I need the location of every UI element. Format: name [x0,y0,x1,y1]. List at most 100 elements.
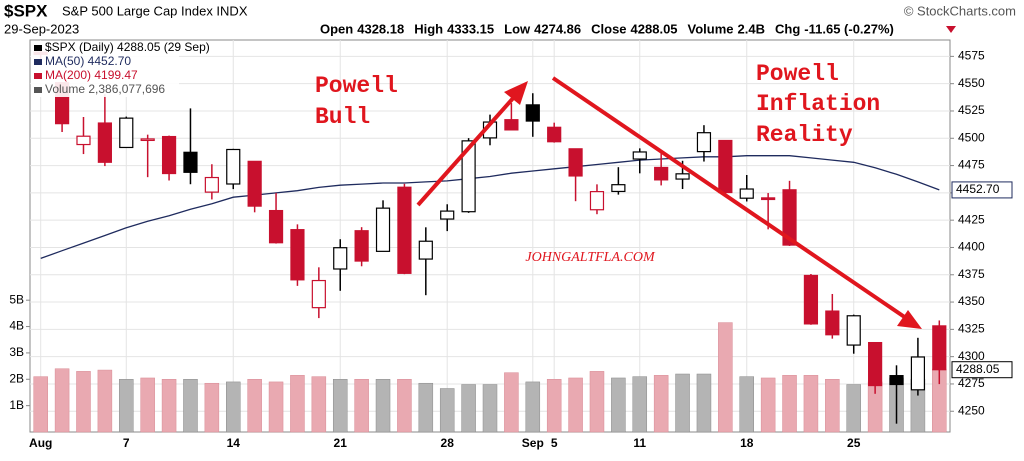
y-tick-label: 4425 [958,212,985,226]
candle-body [932,325,947,371]
x-tick-label: 7 [123,436,130,450]
candle-body [97,122,112,163]
candle-body [311,279,326,309]
volume-bar [97,369,113,433]
candle-body [140,138,155,142]
y-tick-label: 4550 [958,76,985,90]
y2-tick-label: 3B [9,345,24,359]
volume-bar [140,377,155,433]
candle-body [611,184,626,193]
annotation: Reality [756,122,853,148]
legend-label: $SPX (Daily) 4288.05 (29 Sep) [45,40,210,54]
volume-bar [504,372,519,433]
y-tick-label: 4300 [958,349,985,363]
arrow [416,81,528,207]
candle-body [375,207,391,252]
value-box [951,181,1013,199]
quote: Open 4328.18 High 4333.15 Low 4274.86 Close 428… [320,21,894,36]
volume-bars [33,322,947,433]
y-tick-label: 4525 [958,103,985,117]
volume-bar [461,384,476,433]
volume-bar [653,375,669,433]
value-box-label: 4452.70 [956,182,1000,196]
volume-bar [718,322,733,433]
volume-bar [611,377,626,433]
volume-bar [846,384,861,433]
volume-bar [204,382,220,433]
quote-label: Close [591,21,626,36]
y-tick-label: 4400 [958,240,985,254]
y2-tick-label: 1B [9,398,24,412]
quote-value: -11.65 (-0.27%) [804,21,894,36]
watermark: JOHNGALTFLA.COM [525,250,656,265]
down-arrow-icon [946,26,956,33]
volume-bar [183,379,198,433]
volume-bar [739,376,754,433]
candles [33,45,947,424]
volume-bar [696,373,712,433]
legend-label: Volume 2,386,077,696 [45,82,165,96]
candle-body [910,356,926,391]
candle-body [547,126,562,143]
candle-body [183,151,198,173]
volume-bar [226,381,241,433]
volume-bar [397,379,412,433]
candle-body [204,176,219,193]
volume-bar [332,379,348,433]
x-tick-label: Aug [29,436,52,450]
volume-bar [311,376,327,433]
index-name: S&P 500 Large Cap Index INDX [62,3,248,18]
candle-body [632,151,647,160]
volume-bar [375,379,391,433]
candle-body [333,247,348,270]
y-tick-label: 4350 [958,294,985,308]
legend-label: MA(200) 4199.47 [45,68,138,82]
candle-body [354,230,369,262]
legend-swatch [34,73,42,79]
quote-value: 4328.18 [357,21,404,36]
candle-body [440,210,455,220]
volume-bar [825,379,840,433]
legend-swatch [34,45,42,51]
volume-bar [589,371,605,433]
y2-tick-label: 2B [9,371,24,385]
volume-bar [803,375,819,433]
candle-body [696,132,712,153]
volume-bar [354,379,369,433]
x-tick-label: 25 [847,436,861,450]
symbol: $SPX [4,1,48,20]
volume-bar [268,381,284,433]
candle-body [161,135,177,175]
candle-body [525,104,540,122]
candle-body [739,188,754,199]
volume-bar [418,382,434,433]
volume-bar [760,377,776,433]
volume-bar [482,384,498,433]
y-tick-label: 4475 [958,158,985,172]
volume-bar [290,375,305,433]
candle-body [568,148,583,177]
x-tick-label: 18 [740,436,754,450]
volume-bar [33,376,48,433]
volume-bar [782,375,797,433]
x-tick-label: 11 [633,436,646,450]
arrow-line [551,76,908,320]
volume-bar [439,388,455,433]
value-box-label: 4288.05 [956,362,1000,376]
volume-bar [546,379,562,433]
x-tick-label: Sep [522,436,544,450]
candle-body [825,310,840,336]
quote-value: 4288.05 [631,21,678,36]
quote-label: Chg [775,21,800,36]
volume-bar [119,379,134,433]
y-tick-label: 4500 [958,130,985,144]
quote-value: 4333.15 [447,21,494,36]
quote-value: 2.4B [738,21,765,36]
candle-body [846,315,861,346]
y-tick-label: 4375 [958,267,985,281]
annotation: Bull [315,104,370,130]
candle-body [397,186,412,274]
y2-tick-label: 4B [9,319,24,333]
candle-body [268,209,284,244]
quote-label: Volume [688,21,734,36]
